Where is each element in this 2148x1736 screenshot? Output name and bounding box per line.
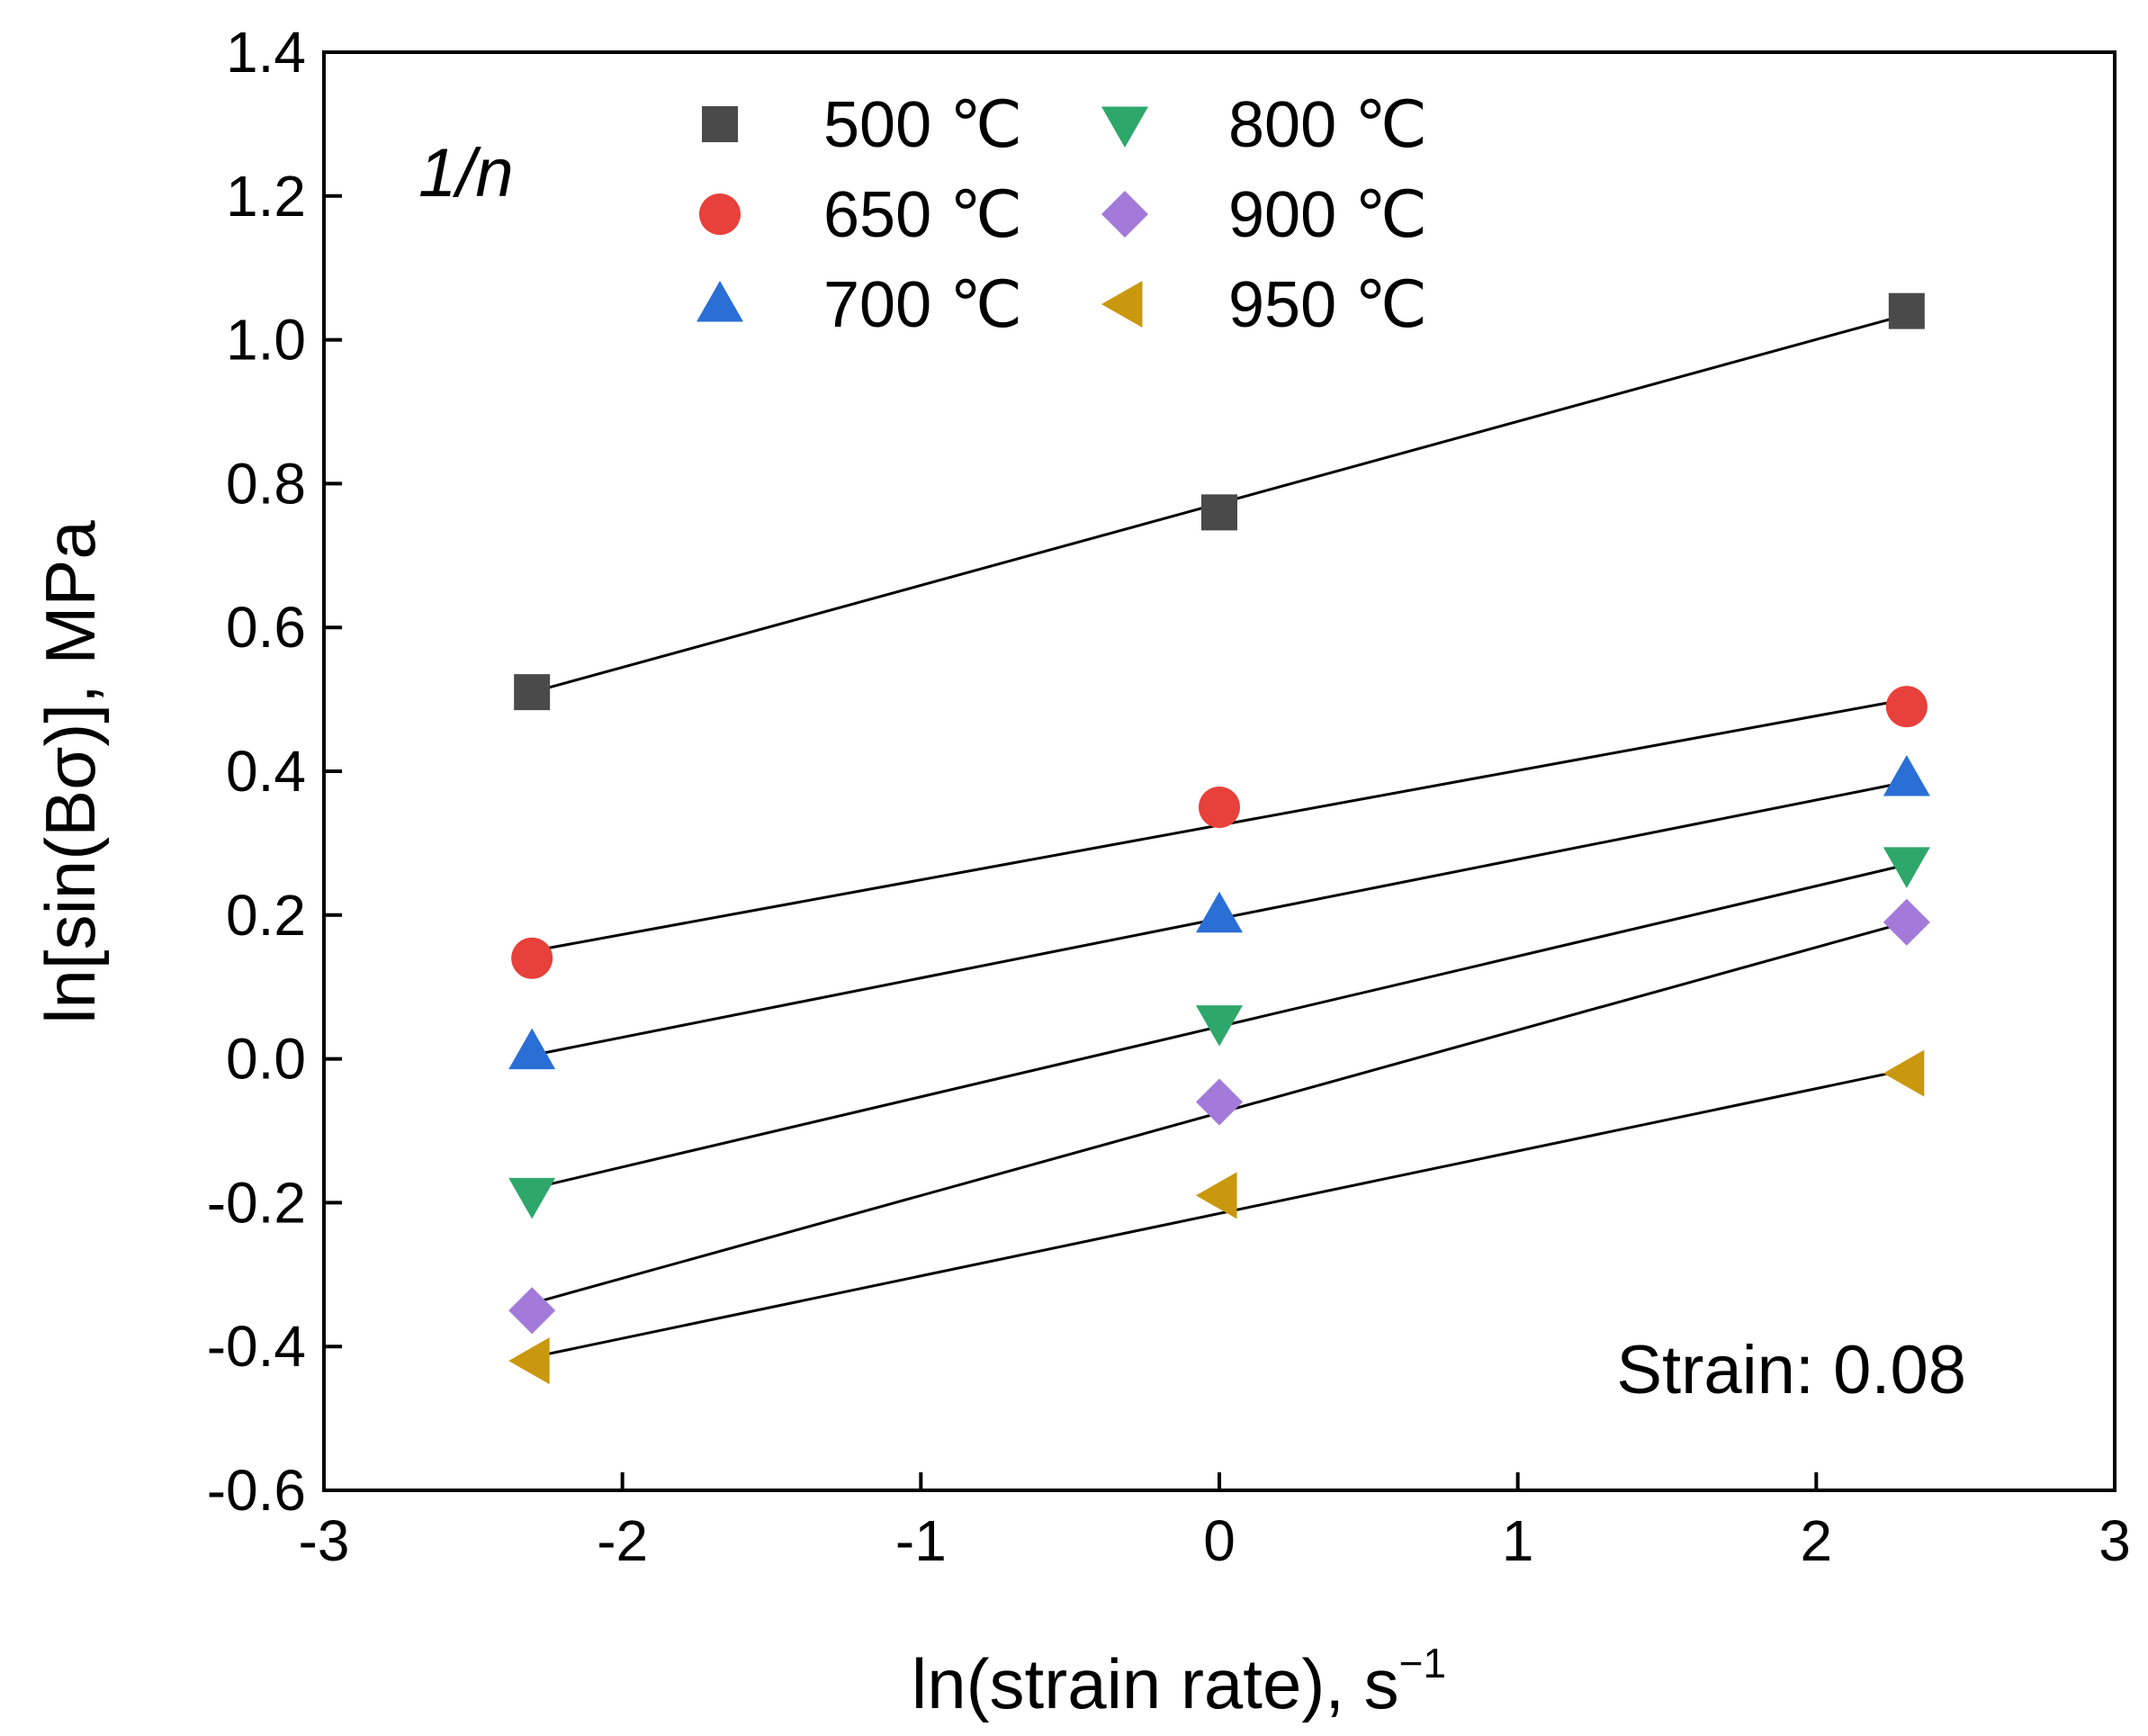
legend-marker-650 bbox=[699, 193, 741, 235]
annotation-strain: Strain: 0.08 bbox=[1616, 1332, 1966, 1408]
y-tick-label: -0.2 bbox=[207, 1170, 306, 1235]
y-tick-label: 0.6 bbox=[226, 595, 306, 660]
data-point-650 bbox=[511, 937, 553, 979]
data-point-700 bbox=[1883, 754, 1930, 796]
legend: 500 ℃ 650 ℃ 700 ℃ 800 ℃ 900 ℃ 950 ℃ bbox=[697, 89, 1427, 341]
legend-label: 950 ℃ bbox=[1228, 269, 1427, 341]
x-axis-title-main: ln(strain rate), s bbox=[912, 1644, 1399, 1723]
axis-ticks bbox=[322, 50, 2117, 1492]
x-tick-label: 1 bbox=[1502, 1508, 1534, 1573]
y-tick-label: 1.0 bbox=[226, 308, 306, 373]
y-tick-label: -0.6 bbox=[207, 1458, 306, 1523]
legend-label: 700 ℃ bbox=[823, 269, 1022, 341]
y-tick-label: -0.4 bbox=[207, 1314, 306, 1379]
data-point-900 bbox=[1883, 898, 1930, 946]
x-tick-label: 2 bbox=[1801, 1508, 1833, 1573]
legend-label: 500 ℃ bbox=[823, 89, 1022, 161]
data-point-650 bbox=[1199, 786, 1240, 828]
data-point-900 bbox=[508, 1287, 556, 1335]
legend-label: 800 ℃ bbox=[1228, 89, 1427, 161]
x-tick-label: 0 bbox=[1203, 1508, 1236, 1573]
legend-marker-800 bbox=[1101, 106, 1148, 148]
data-point-800 bbox=[1196, 1005, 1243, 1047]
legend-marker-700 bbox=[697, 281, 743, 322]
data-point-800 bbox=[508, 1177, 556, 1219]
x-axis-title: ln(strain rate), s−1 bbox=[912, 1640, 1446, 1723]
y-tick-label: 1.4 bbox=[226, 20, 306, 85]
x-tick-label: -1 bbox=[895, 1508, 947, 1573]
data-point-950 bbox=[1196, 1172, 1237, 1219]
annotation-inverse-n: 1/n bbox=[418, 135, 514, 211]
y-tick-label: 0.0 bbox=[226, 1027, 306, 1092]
tick-labels: -3 -2 -1 0 1 2 3 -0.6 -0.4 -0.2 0.0 0.2 0.4 0.6 0.8 1.0… bbox=[207, 20, 2131, 1573]
data-point-650 bbox=[1885, 686, 1928, 728]
data-point-500 bbox=[514, 674, 551, 711]
legend-label: 900 ℃ bbox=[1228, 179, 1427, 251]
y-tick-label: 0.8 bbox=[226, 451, 306, 516]
legend-marker-900 bbox=[1101, 191, 1148, 238]
data-point-500 bbox=[1201, 494, 1237, 531]
y-tick-label: 1.2 bbox=[226, 164, 306, 229]
data-point-700 bbox=[508, 1028, 556, 1070]
plot-frame bbox=[322, 50, 2117, 1492]
legend-marker-950 bbox=[1101, 281, 1143, 328]
y-tick-label: 0.2 bbox=[226, 883, 306, 948]
data-point-950 bbox=[508, 1337, 550, 1385]
data-point-950 bbox=[1883, 1049, 1925, 1097]
fit-line-950 bbox=[531, 1068, 1908, 1359]
data-point-900 bbox=[1196, 1078, 1243, 1126]
x-tick-label: 3 bbox=[2099, 1508, 2131, 1573]
x-axis-title-superscript: −1 bbox=[1399, 1640, 1446, 1687]
x-tick-label: -2 bbox=[597, 1508, 648, 1573]
x-tick-label: -3 bbox=[299, 1508, 350, 1573]
data-points bbox=[508, 292, 1930, 1385]
data-point-500 bbox=[1888, 292, 1925, 329]
data-point-800 bbox=[1883, 847, 1930, 888]
y-axis-title: ln[sin(Bσ)], MPa bbox=[31, 520, 110, 1024]
y-tick-label: 0.4 bbox=[226, 739, 306, 804]
legend-marker-500 bbox=[702, 106, 738, 142]
legend-label: 650 ℃ bbox=[823, 179, 1022, 251]
data-point-700 bbox=[1196, 891, 1243, 933]
